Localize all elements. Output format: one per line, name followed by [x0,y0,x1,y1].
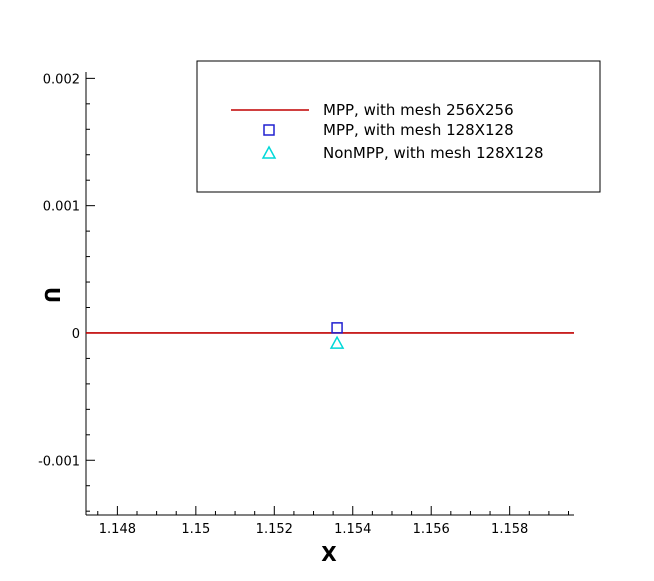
x-major-ticks [116,506,511,515]
y-tick-label: 0.001 [43,200,80,215]
x-tick-label: 1.152 [256,522,293,537]
x-tick-label: 1.148 [99,522,136,537]
x-tick-labels: 1.148 1.15 1.152 1.154 1.156 1.158 [99,522,529,537]
data-point-square [331,322,343,334]
y-minor-ticks [86,103,90,512]
legend-swatch-triangle [261,145,277,159]
series-layer [86,322,574,349]
x-minor-ticks [97,511,570,515]
x-tick-label: 1.158 [491,522,528,537]
y-major-ticks [86,77,95,461]
legend: MPP, with mesh 256X256 MPP, with mesh 128… [196,60,601,193]
y-tick-label: 0 [72,327,80,342]
legend-label: NonMPP, with mesh 128X128 [323,144,544,162]
x-axis-title: X [321,542,337,566]
x-tick-label: 1.156 [413,522,450,537]
data-point-triangle [329,335,345,349]
x-tick-label: 1.15 [181,522,210,537]
legend-entries: MPP, with mesh 256X256 MPP, with mesh 128… [231,101,544,162]
y-tick-label: 0.002 [43,72,80,87]
x-tick-label: 1.154 [334,522,371,537]
legend-swatch-square [263,124,275,136]
y-tick-label: -0.001 [38,454,80,469]
legend-label: MPP, with mesh 256X256 [323,101,514,119]
y-axis-title: U [40,287,64,303]
legend-label: MPP, with mesh 128X128 [323,121,514,139]
y-tick-labels: -0.001 0 0.001 0.002 [38,72,80,469]
